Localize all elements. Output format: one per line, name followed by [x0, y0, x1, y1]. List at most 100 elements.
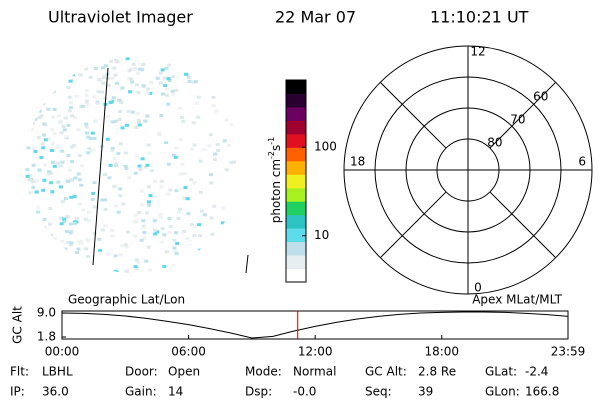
image-pixel	[29, 127, 34, 131]
image-pixel	[214, 109, 219, 113]
edge-tick	[245, 254, 249, 274]
image-pixel	[211, 104, 216, 108]
colorbar-band	[286, 120, 306, 135]
image-pixel	[139, 189, 144, 193]
image-pixel	[28, 65, 33, 69]
image-pixel	[70, 261, 75, 265]
image-pixel	[47, 137, 52, 141]
image-pixel	[108, 163, 113, 167]
image-pixel	[180, 162, 185, 166]
image-pixel	[49, 77, 54, 81]
image-pixel	[118, 194, 123, 198]
image-pixel	[179, 116, 184, 120]
image-pixel	[86, 151, 91, 155]
image-pixel	[117, 98, 122, 102]
image-pixel	[170, 89, 175, 93]
image-pixel	[72, 221, 77, 225]
status-label: IP:	[10, 385, 25, 399]
colorbar-band	[286, 160, 306, 175]
image-pixel	[139, 238, 144, 242]
hour-label: 18	[350, 155, 365, 169]
image-pixel	[25, 130, 30, 134]
image-pixel	[32, 80, 37, 84]
image-pixel	[45, 65, 50, 69]
colorbar-label: photon cm-2s-1	[267, 137, 283, 224]
uv-image	[25, 57, 241, 273]
status-value: 14	[168, 385, 183, 399]
image-pixel	[136, 260, 141, 264]
image-pixel	[145, 87, 150, 91]
image-pixel	[36, 135, 41, 139]
image-pixel	[166, 77, 171, 81]
image-pixel	[53, 160, 58, 164]
image-pixel	[212, 158, 217, 162]
image-pixel	[163, 84, 168, 88]
image-pixel	[31, 185, 36, 189]
image-pixel	[192, 62, 197, 66]
image-pixel	[48, 233, 53, 237]
y-tick-label: 9.0	[37, 306, 56, 320]
image-pixel	[41, 102, 46, 106]
image-pixel	[69, 222, 74, 226]
image-pixel	[181, 196, 186, 200]
x-tick-label: 18:00	[424, 345, 459, 359]
image-pixel	[70, 73, 75, 77]
image-pixel	[41, 146, 46, 150]
image-pixel	[63, 247, 68, 251]
image-pixel	[166, 267, 171, 271]
image-pixel	[64, 135, 69, 139]
image-pixel	[190, 147, 195, 151]
image-pixel	[128, 90, 133, 94]
image-pixel	[99, 90, 104, 94]
image-pixel	[46, 107, 51, 111]
image-pixel	[40, 142, 45, 146]
image-pixel	[198, 248, 203, 252]
image-pixel	[52, 164, 57, 168]
image-pixel	[62, 220, 67, 224]
image-pixel	[68, 231, 73, 235]
image-pixel	[236, 239, 241, 243]
image-pixel	[92, 95, 97, 99]
image-pixel	[98, 249, 103, 253]
image-pixel	[176, 217, 181, 221]
colorbar-band	[286, 241, 306, 256]
image-pixel	[93, 67, 98, 71]
image-pixel	[167, 217, 172, 221]
status-value: 39	[418, 385, 433, 399]
image-pixel	[120, 126, 125, 130]
image-pixel	[71, 144, 76, 148]
image-pixel	[137, 67, 142, 71]
image-pixel	[46, 63, 51, 67]
status-value: 166.8	[525, 385, 559, 399]
terminator-line	[92, 67, 109, 266]
image-pixel	[27, 191, 32, 195]
image-pixel	[97, 237, 102, 241]
x-tick-label: 12:00	[298, 345, 333, 359]
image-pixel	[113, 119, 118, 123]
image-pixel	[231, 160, 236, 164]
image-pixel	[43, 59, 48, 63]
hour-label: 12	[470, 45, 485, 59]
image-pixel	[78, 73, 83, 77]
image-pixel	[38, 254, 43, 258]
image-pixel	[221, 221, 226, 225]
image-pixel	[42, 122, 47, 126]
image-pixel	[134, 83, 139, 87]
status-value: Normal	[293, 365, 336, 379]
image-pixel	[140, 203, 145, 207]
image-pixel	[160, 68, 165, 72]
image-pixel	[59, 57, 64, 61]
image-pixel	[155, 230, 160, 234]
image-pixel	[42, 178, 47, 182]
image-pixel	[192, 181, 197, 185]
image-pixel	[168, 188, 173, 192]
image-pixel	[229, 161, 234, 165]
image-pixel	[63, 116, 68, 120]
image-pixel	[85, 237, 90, 241]
image-pixel	[160, 227, 165, 231]
image-pixel	[162, 76, 167, 80]
image-pixel	[196, 261, 201, 265]
image-pixel	[143, 165, 148, 169]
image-pixel	[60, 149, 65, 153]
image-pixel	[231, 69, 236, 73]
